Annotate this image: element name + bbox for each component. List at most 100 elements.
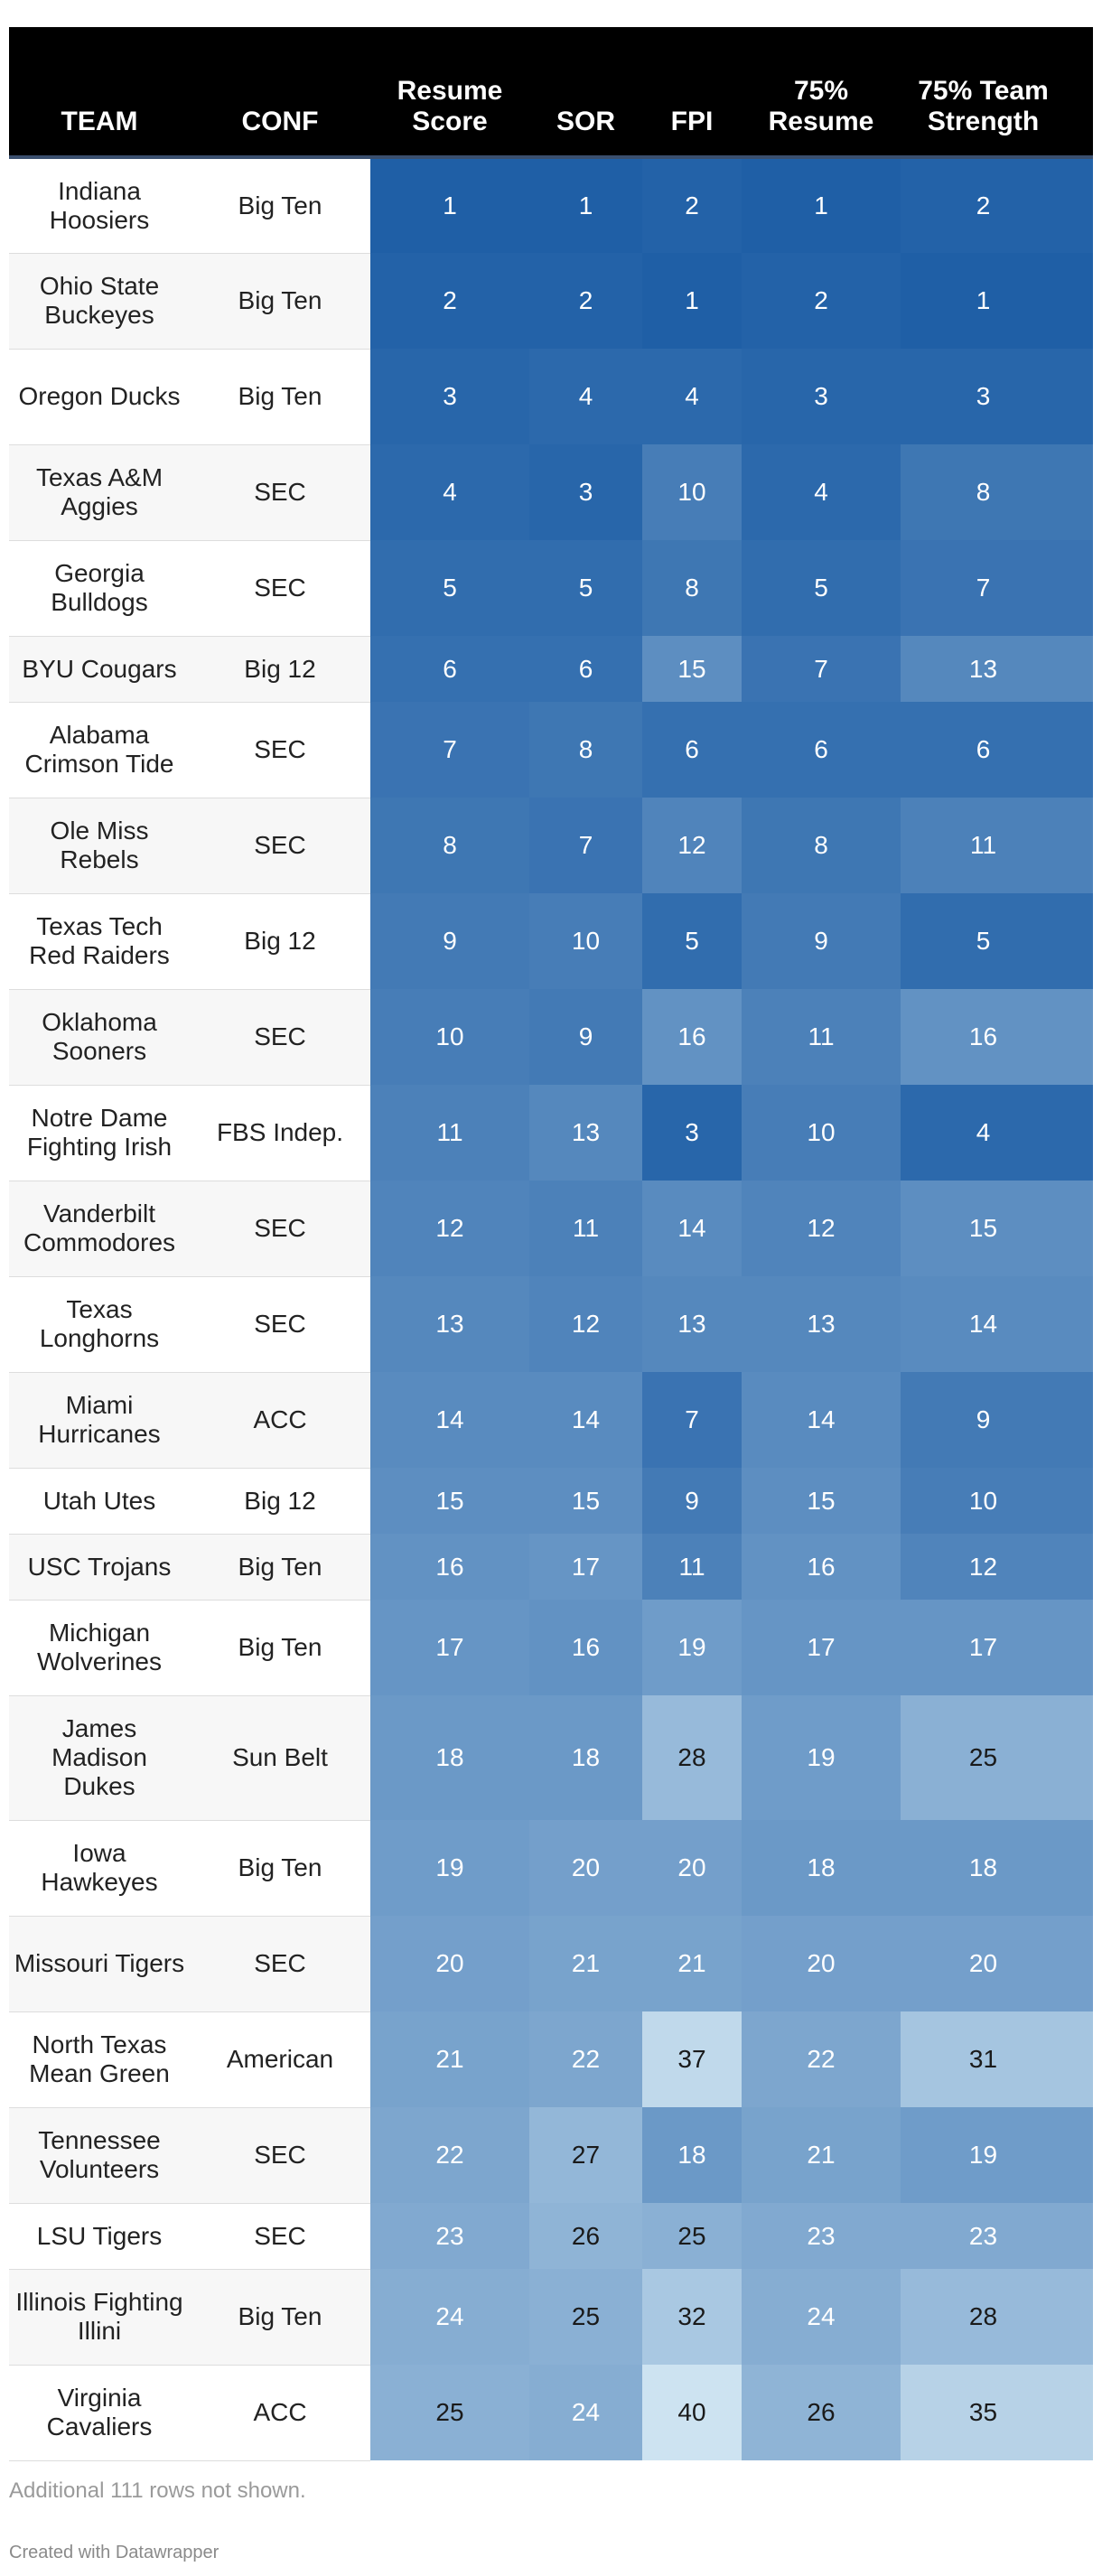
header-conf[interactable]: CONF bbox=[190, 27, 370, 159]
header-fpi[interactable]: FPI bbox=[642, 27, 742, 159]
fpi-cell: 7 bbox=[642, 1372, 742, 1468]
header-75-resume[interactable]: 75% Resume bbox=[742, 27, 901, 159]
sor-cell: 2 bbox=[529, 253, 642, 349]
team-strength-75-cell: 3 bbox=[901, 349, 1066, 444]
header-75-team-strength[interactable]: 75% Team Strength bbox=[901, 27, 1066, 159]
extra-cell bbox=[1066, 2107, 1093, 2203]
extra-cell bbox=[1066, 1085, 1093, 1181]
resume-score-cell: 25 bbox=[370, 2365, 529, 2460]
table-row: Texas Longhorns SEC 13 12 13 13 14 bbox=[9, 1276, 1093, 1373]
table-row: Ole Miss Rebels SEC 8 7 12 8 11 bbox=[9, 798, 1093, 894]
fpi-cell: 21 bbox=[642, 1916, 742, 2011]
extra-cell bbox=[1066, 540, 1093, 636]
extra-cell bbox=[1066, 702, 1093, 798]
sor-cell: 6 bbox=[529, 636, 642, 702]
resume-75-cell: 1 bbox=[742, 157, 901, 253]
sor-cell: 10 bbox=[529, 893, 642, 989]
team-cell: Texas Longhorns bbox=[9, 1276, 190, 1373]
conf-cell: SEC bbox=[190, 1181, 370, 1277]
conf-cell: Big 12 bbox=[190, 1468, 370, 1535]
footer-note: Additional 111 rows not shown. bbox=[9, 2478, 306, 2503]
conf-cell: Big Ten bbox=[190, 1534, 370, 1601]
fpi-cell: 32 bbox=[642, 2269, 742, 2365]
resume-75-cell: 4 bbox=[742, 444, 901, 540]
conf-cell: FBS Indep. bbox=[190, 1085, 370, 1181]
resume-score-cell: 2 bbox=[370, 253, 529, 349]
table-row: Utah Utes Big 12 15 15 9 15 10 bbox=[9, 1468, 1093, 1535]
sor-cell: 14 bbox=[529, 1372, 642, 1468]
header-resume-score[interactable]: Resume Score bbox=[370, 27, 529, 159]
extra-cell bbox=[1066, 253, 1093, 349]
sor-cell: 16 bbox=[529, 1600, 642, 1695]
resume-score-cell: 1 bbox=[370, 157, 529, 253]
team-strength-75-cell: 18 bbox=[901, 1820, 1066, 1916]
resume-75-cell: 3 bbox=[742, 349, 901, 444]
extra-cell bbox=[1066, 1468, 1093, 1534]
resume-75-cell: 5 bbox=[742, 540, 901, 636]
team-cell: Indiana Hoosiers bbox=[9, 157, 190, 254]
team-cell: Missouri Tigers bbox=[9, 1916, 190, 2012]
team-strength-75-cell: 9 bbox=[901, 1372, 1066, 1468]
fpi-cell: 14 bbox=[642, 1181, 742, 1276]
resume-score-cell: 4 bbox=[370, 444, 529, 540]
team-strength-75-cell: 19 bbox=[901, 2107, 1066, 2203]
table-row: Oregon Ducks Big Ten 3 4 4 3 3 bbox=[9, 349, 1093, 445]
fpi-cell: 25 bbox=[642, 2203, 742, 2269]
sor-cell: 20 bbox=[529, 1820, 642, 1916]
resume-75-cell: 2 bbox=[742, 253, 901, 349]
team-cell: Notre Dame Fighting Irish bbox=[9, 1085, 190, 1181]
resume-score-cell: 5 bbox=[370, 540, 529, 636]
rankings-table: TEAM CONF Resume Score SOR FPI 75% Resum… bbox=[9, 27, 1093, 2461]
table-row: Ohio State Buckeyes Big Ten 2 2 1 2 1 bbox=[9, 253, 1093, 350]
table-body: Indiana Hoosiers Big Ten 1 1 2 1 2 Ohio State B… bbox=[9, 157, 1093, 2461]
table-row: Michigan Wolverines Big Ten 17 16 19 17 17 bbox=[9, 1600, 1093, 1696]
team-cell: Georgia Bulldogs bbox=[9, 540, 190, 637]
team-cell: LSU Tigers bbox=[9, 2203, 190, 2270]
resume-75-cell: 8 bbox=[742, 798, 901, 893]
fpi-cell: 4 bbox=[642, 349, 742, 444]
extra-cell bbox=[1066, 2269, 1093, 2365]
team-strength-75-cell: 14 bbox=[901, 1276, 1066, 1372]
fpi-cell: 3 bbox=[642, 1085, 742, 1181]
resume-75-cell: 12 bbox=[742, 1181, 901, 1276]
sor-cell: 22 bbox=[529, 2011, 642, 2107]
table-row: Missouri Tigers SEC 20 21 21 20 20 bbox=[9, 1916, 1093, 2012]
conf-cell: Big Ten bbox=[190, 157, 370, 254]
resume-score-cell: 3 bbox=[370, 349, 529, 444]
conf-cell: Big Ten bbox=[190, 2269, 370, 2366]
team-strength-75-cell: 35 bbox=[901, 2365, 1066, 2460]
resume-score-cell: 8 bbox=[370, 798, 529, 893]
team-strength-75-cell: 28 bbox=[901, 2269, 1066, 2365]
fpi-cell: 28 bbox=[642, 1695, 742, 1820]
sor-cell: 5 bbox=[529, 540, 642, 636]
extra-cell bbox=[1066, 349, 1093, 444]
team-cell: James Madison Dukes bbox=[9, 1695, 190, 1821]
header-row: TEAM CONF Resume Score SOR FPI 75% Resum… bbox=[9, 27, 1093, 159]
resume-score-cell: 23 bbox=[370, 2203, 529, 2269]
resume-75-cell: 15 bbox=[742, 1468, 901, 1534]
conf-cell: SEC bbox=[190, 1916, 370, 2012]
sor-cell: 9 bbox=[529, 989, 642, 1085]
fpi-cell: 18 bbox=[642, 2107, 742, 2203]
table-row: Miami Hurricanes ACC 14 14 7 14 9 bbox=[9, 1372, 1093, 1469]
resume-score-cell: 7 bbox=[370, 702, 529, 798]
extra-cell bbox=[1066, 2203, 1093, 2269]
table-row: Notre Dame Fighting Irish FBS Indep. 11 13 3… bbox=[9, 1085, 1093, 1181]
header-sor[interactable]: SOR bbox=[529, 27, 642, 159]
fpi-cell: 10 bbox=[642, 444, 742, 540]
resume-75-cell: 18 bbox=[742, 1820, 901, 1916]
table-row: USC Trojans Big Ten 16 17 11 16 12 bbox=[9, 1534, 1093, 1601]
header-team[interactable]: TEAM bbox=[9, 27, 190, 159]
sor-cell: 15 bbox=[529, 1468, 642, 1534]
fpi-cell: 2 bbox=[642, 157, 742, 253]
rankings-table-container: TEAM CONF Resume Score SOR FPI 75% Resum… bbox=[9, 27, 1093, 2461]
table-row: Texas Tech Red Raiders Big 12 9 10 5 9 5 bbox=[9, 893, 1093, 990]
team-cell: Miami Hurricanes bbox=[9, 1372, 190, 1469]
fpi-cell: 6 bbox=[642, 702, 742, 798]
conf-cell: SEC bbox=[190, 989, 370, 1086]
fpi-cell: 16 bbox=[642, 989, 742, 1085]
team-strength-75-cell: 16 bbox=[901, 989, 1066, 1085]
team-cell: Vanderbilt Commodores bbox=[9, 1181, 190, 1277]
table-row: Indiana Hoosiers Big Ten 1 1 2 1 2 bbox=[9, 157, 1093, 254]
resume-75-cell: 9 bbox=[742, 893, 901, 989]
